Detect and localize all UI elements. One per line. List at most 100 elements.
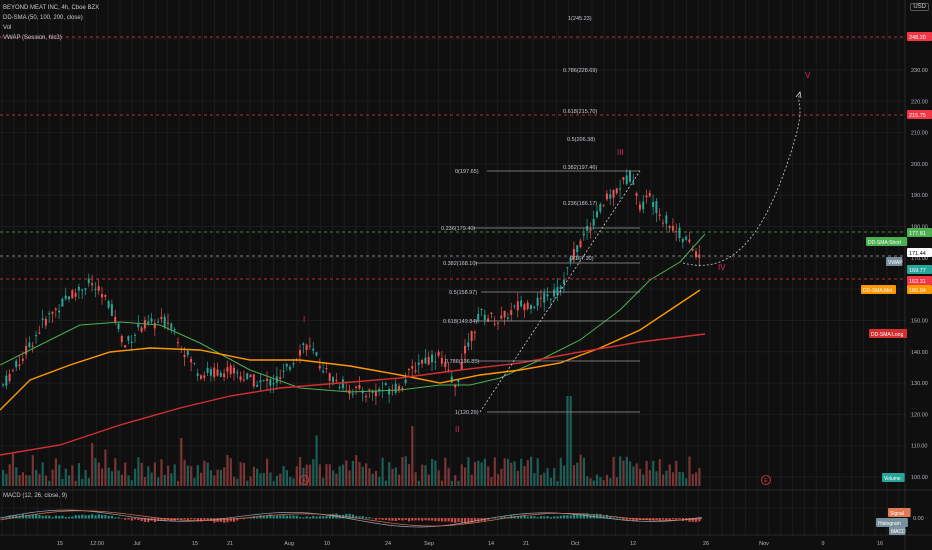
fib-label: 0.786(136.85): [445, 359, 479, 365]
volume-bar: [68, 475, 71, 486]
candle-body: [477, 313, 480, 321]
candle-body: [483, 314, 486, 321]
series-axis-label-text: MACD: [891, 529, 906, 535]
macd-histogram-bar: [407, 518, 411, 522]
macd-histogram-bar: [533, 516, 536, 519]
price-tick: 220.00: [911, 99, 928, 105]
candle-body: [427, 357, 430, 365]
candle-body: [51, 311, 54, 314]
volume-bar: [48, 480, 51, 486]
macd-histogram-bar: [246, 517, 249, 519]
volume-bar: [58, 464, 61, 486]
volume-bar: [615, 477, 618, 486]
macd-histogram-bar: [312, 515, 315, 519]
macd-histogram-bar: [424, 518, 427, 521]
macd-histogram-bar: [200, 518, 203, 522]
price-tag: [907, 265, 932, 274]
macd-histogram-bar: [516, 516, 519, 519]
macd-histogram-bar: [401, 518, 404, 521]
macd-histogram-bar: [500, 517, 503, 519]
volume-bar: [404, 456, 407, 486]
candle-body: [44, 318, 47, 326]
candle-body: [127, 336, 130, 341]
time-tick: 15: [192, 541, 198, 547]
volume-bar: [318, 464, 321, 486]
macd-histogram-bar: [61, 515, 64, 519]
volume-bar: [553, 468, 556, 486]
macd-histogram-bar: [28, 515, 31, 519]
vol-legend[interactable]: Vol: [3, 25, 12, 31]
volume-bar: [487, 466, 490, 486]
macd-tick: 0.00: [913, 516, 924, 522]
candle-body: [559, 286, 562, 290]
candle-body: [226, 367, 229, 372]
candle-body: [289, 366, 292, 370]
candle-body: [97, 286, 100, 291]
time-tick: 12:00: [90, 541, 104, 547]
volume-bar: [209, 470, 213, 486]
volume-bar: [262, 472, 265, 486]
volume-bar: [665, 470, 668, 486]
candle-body: [355, 386, 358, 388]
candle-body: [503, 310, 506, 318]
macd-histogram-bar: [51, 517, 54, 519]
macd-legend[interactable]: MACD (12, 26, close, 9): [3, 493, 68, 499]
wave-label: I: [303, 315, 305, 324]
symbol-title[interactable]: BEYOND MEAT INC, 4h, Cboe BZX: [3, 5, 100, 11]
macd-histogram-bar: [417, 518, 420, 521]
currency-button[interactable]: USD: [910, 3, 929, 11]
candle-body: [648, 193, 651, 197]
volume-bar: [328, 464, 331, 486]
volume-bar: [516, 470, 519, 486]
macd-histogram-bar: [180, 518, 183, 520]
macd-histogram-bar: [97, 514, 100, 519]
volume-bar: [427, 474, 430, 486]
volume-bar: [160, 459, 163, 486]
price-tag: [907, 285, 932, 294]
candle-body: [54, 308, 57, 311]
macd-histogram-bar: [615, 517, 618, 519]
macd-pane: [0, 509, 703, 528]
candle-body: [308, 345, 311, 347]
sma-legend[interactable]: DD-SMA (50, 100, 200, close): [3, 15, 83, 21]
volume-bar: [374, 470, 378, 486]
candle-body: [110, 304, 113, 316]
price-tick: 130.00: [911, 381, 928, 387]
series-axis-label: [886, 257, 903, 266]
macd-histogram-bar: [566, 515, 569, 519]
candle-body: [124, 345, 127, 348]
volume-bar: [242, 462, 246, 486]
macd-histogram-bar: [203, 518, 206, 521]
candle-body: [589, 228, 592, 231]
time-tick: 14: [488, 541, 494, 547]
candle-body: [266, 378, 268, 381]
candle-body: [77, 286, 80, 291]
candle-body: [437, 351, 440, 356]
volume-bar: [605, 474, 609, 486]
macd-histogram-bar: [318, 516, 321, 519]
macd-histogram-bar: [503, 516, 506, 519]
candle-body: [150, 318, 153, 322]
candle-body: [193, 362, 196, 364]
candle-body: [695, 251, 697, 258]
macd-histogram-bar: [605, 514, 609, 519]
vwap-legend[interactable]: VWAP (Session, hlc3): [3, 35, 62, 41]
price-tick: 120.00: [911, 412, 928, 418]
fib-label: 0.618(215.70): [563, 109, 597, 115]
volume-bar: [464, 467, 467, 486]
volume-bar: [645, 460, 648, 486]
candle-body: [107, 301, 110, 308]
candle-body: [549, 298, 552, 300]
macd-histogram-bar: [655, 518, 658, 520]
candle-body: [5, 375, 8, 386]
macd-histogram-bar: [427, 518, 430, 521]
macd-histogram-bar: [84, 515, 87, 519]
volume-bar: [437, 470, 440, 486]
macd-histogram-bar: [536, 517, 539, 519]
volume-bar: [503, 458, 506, 486]
volume-bar: [180, 438, 183, 486]
volume-bar: [625, 456, 628, 486]
volume-bar: [582, 457, 585, 486]
series-axis-label: [869, 329, 908, 338]
